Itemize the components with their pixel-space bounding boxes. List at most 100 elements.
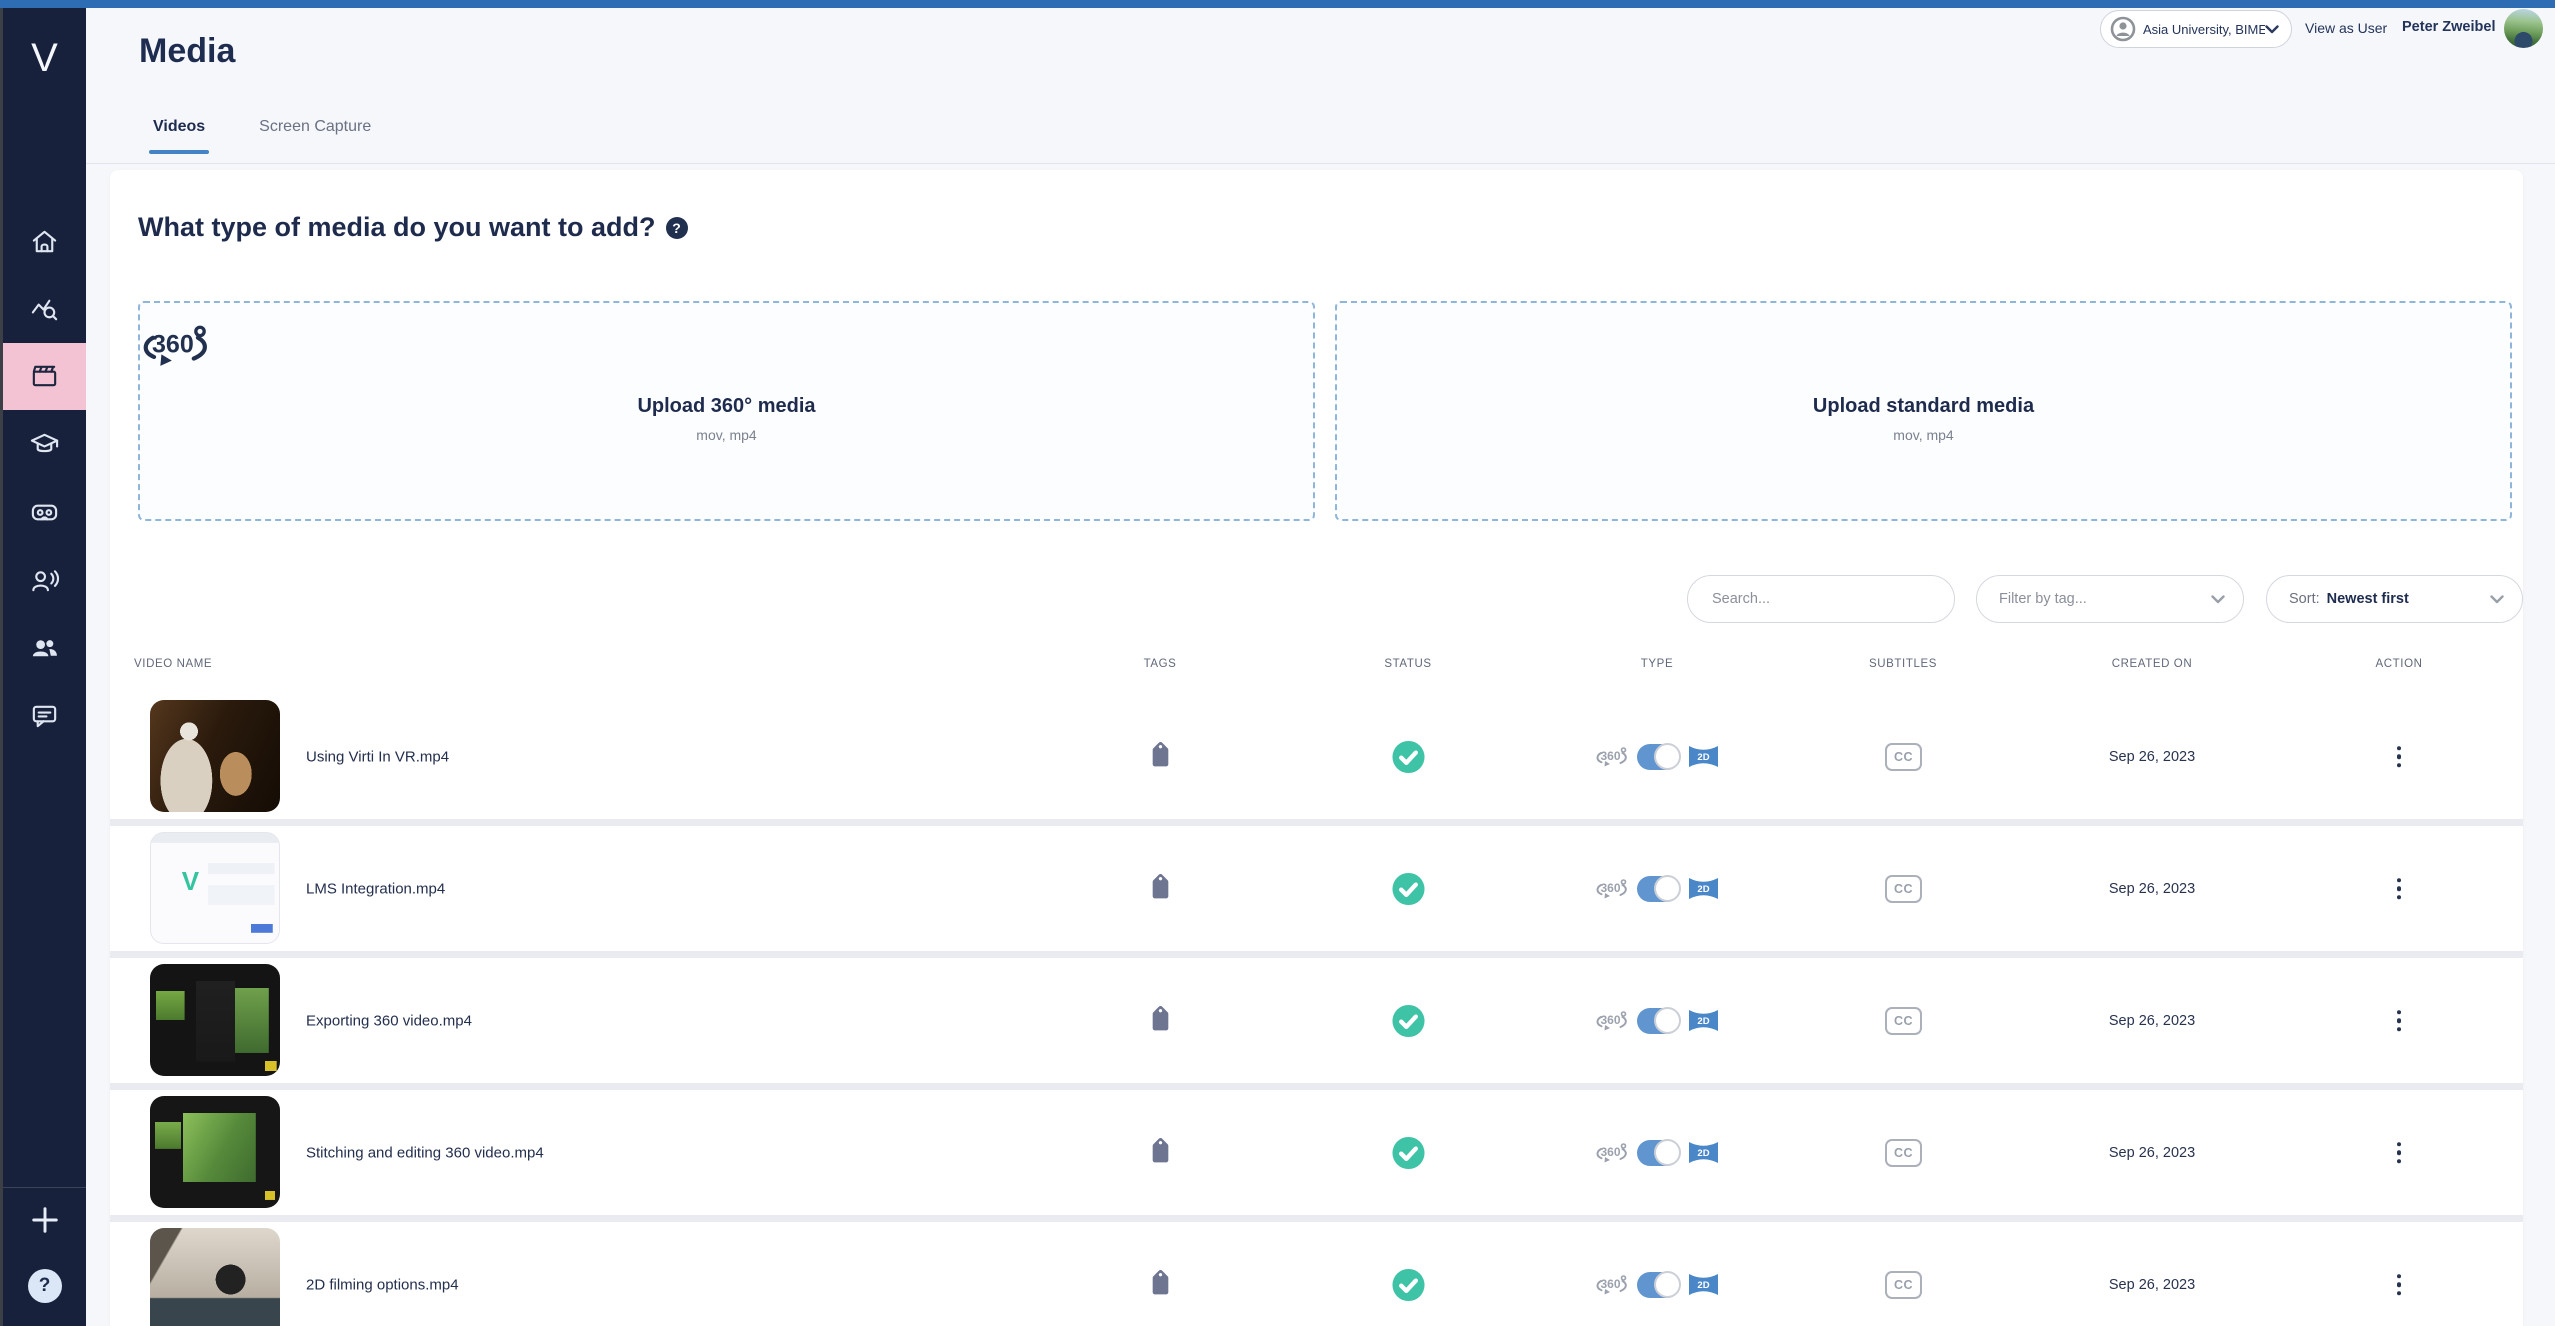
svg-text:360: 360 (1600, 1145, 1620, 1159)
status-cell (1378, 739, 1438, 774)
cc-subtitles-button[interactable]: CC (1885, 1006, 1922, 1035)
type-toggle[interactable] (1637, 1006, 1681, 1034)
toggle-knob (1654, 742, 1681, 770)
video-name: LMS Integration.mp4 (306, 880, 446, 897)
video-name: Stitching and editing 360 video.mp4 (306, 1144, 544, 1161)
tab-screen-capture[interactable]: Screen Capture (259, 118, 372, 135)
row-actions-menu[interactable] (2379, 1141, 2419, 1164)
sort-value: Newest first (2326, 591, 2409, 607)
user-name[interactable]: Peter Zweibel (2402, 19, 2496, 35)
search-input[interactable] (1710, 590, 1936, 608)
type-toggle[interactable] (1637, 742, 1681, 770)
row-divider (110, 1083, 2523, 1090)
plus-icon (31, 1207, 58, 1233)
sidebar-item-presenter[interactable] (3, 548, 86, 615)
sort-select[interactable]: Sort: Newest first (2266, 575, 2523, 623)
tab-videos[interactable]: Videos (149, 118, 210, 154)
column-type: TYPE (1640, 658, 1674, 670)
video-thumbnail[interactable] (150, 964, 280, 1076)
cc-subtitles-button[interactable]: CC (1885, 874, 1922, 903)
organization-selector[interactable]: Asia University, BIME (2100, 10, 2292, 48)
video-thumbnail[interactable] (150, 700, 280, 812)
subtitles-cell: CC (1885, 874, 1922, 903)
svg-text:360: 360 (1600, 1277, 1620, 1291)
video-name: Exporting 360 video.mp4 (306, 1012, 472, 1029)
cc-subtitles-button[interactable]: CC (1885, 1270, 1922, 1299)
svg-text:2D: 2D (1697, 884, 1709, 895)
user-avatar[interactable] (2504, 9, 2543, 48)
svg-text:2D: 2D (1697, 1148, 1709, 1159)
tags-cell[interactable] (1130, 741, 1190, 770)
video-name: 2D filming options.mp4 (306, 1276, 459, 1293)
page-title: Media (139, 32, 236, 70)
video-thumbnail[interactable] (150, 1096, 280, 1208)
column-video-name: VIDEO NAME (134, 658, 213, 670)
row-actions-menu[interactable] (2379, 877, 2419, 900)
upload-standard-title: Upload standard media (1812, 395, 2035, 417)
upload-360-formats: mov, mp4 (696, 427, 757, 443)
upload-360-title: Upload 360° media (637, 395, 816, 417)
chevron-down-icon (2490, 594, 2504, 603)
column-created-on: CREATED ON (2111, 658, 2193, 670)
tags-cell[interactable] (1130, 1269, 1190, 1298)
upload-heading-text: What type of media do you want to add? (138, 212, 656, 242)
sidebar-item-vr[interactable] (3, 479, 86, 546)
table-row: Exporting 360 video.mp4 360 2D (110, 958, 2523, 1083)
table-row: Using Virti In VR.mp4 360 2D C (110, 694, 2523, 819)
created-on-date: Sep 26, 2023 (2108, 880, 2196, 897)
360-rotate-icon: 360 (140, 321, 1313, 369)
presenter-audio-icon (32, 570, 60, 592)
svg-text:360: 360 (1600, 749, 1620, 763)
table-header: VIDEO NAME TAGS STATUS TYPE SUBTITLES CR… (110, 658, 2523, 676)
row-actions-menu[interactable] (2379, 1009, 2419, 1032)
type-toggle[interactable] (1637, 1138, 1681, 1166)
kebab-dot (2396, 1273, 2402, 1279)
sidebar-item-home[interactable] (3, 208, 86, 275)
sort-label: Sort: (2289, 591, 2320, 607)
kebab-dot (2396, 1009, 2402, 1015)
video-thumbnail[interactable] (150, 832, 280, 944)
kebab-dot (2396, 1150, 2402, 1155)
type-toggle[interactable] (1637, 874, 1681, 902)
row-actions-menu[interactable] (2379, 1273, 2419, 1296)
tab-bar: Videos Screen Capture (149, 118, 421, 154)
row-actions-menu[interactable] (2379, 745, 2419, 768)
column-status: STATUS (1384, 658, 1432, 670)
cc-subtitles-button[interactable]: CC (1885, 742, 1922, 771)
sidebar-add-button[interactable] (3, 1198, 86, 1242)
video-thumbnail[interactable] (150, 1228, 280, 1326)
type-2d-icon: 2D (1688, 1009, 1719, 1032)
tags-cell[interactable] (1130, 873, 1190, 902)
subtitles-cell: CC (1885, 1138, 1922, 1167)
type-360-icon: 360 (1595, 877, 1629, 900)
upload-360-dropzone[interactable]: 360 Upload 360° media mov, mp4 (138, 301, 1315, 521)
cc-subtitles-button[interactable]: CC (1885, 1138, 1922, 1167)
upload-standard-dropzone[interactable]: Upload standard media mov, mp4 (1335, 301, 2512, 521)
sidebar-item-feedback[interactable] (3, 682, 86, 749)
tag-icon (1152, 1137, 1168, 1162)
sidebar-item-media[interactable] (3, 343, 86, 410)
sidebar: V ? (3, 8, 86, 1326)
subtitles-cell: CC (1885, 1006, 1922, 1035)
type-toggle[interactable] (1637, 1270, 1681, 1298)
kebab-dot (2396, 894, 2402, 900)
view-as-user-link[interactable]: View as User (2305, 20, 2388, 36)
type-2d-icon: 2D (1688, 745, 1719, 768)
virti-logo[interactable]: V (31, 36, 58, 80)
tags-cell[interactable] (1130, 1137, 1190, 1166)
organization-label: Asia University, BIME (2143, 21, 2265, 37)
created-on-date: Sep 26, 2023 (2108, 1144, 2196, 1161)
type-360-icon: 360 (1595, 745, 1629, 768)
sidebar-item-users[interactable] (3, 615, 86, 682)
sidebar-item-analytics[interactable] (3, 276, 86, 343)
sidebar-item-courses[interactable] (3, 411, 86, 478)
sidebar-help-button[interactable]: ? (3, 1266, 86, 1306)
heading-help-icon[interactable]: ? (665, 216, 688, 239)
tag-filter-select[interactable]: Filter by tag... (1976, 575, 2244, 623)
type-360-icon: 360 (1595, 1273, 1629, 1296)
sidebar-divider (3, 1187, 86, 1188)
tags-cell[interactable] (1130, 1005, 1190, 1034)
type-cell: 360 2D (1595, 1270, 1718, 1298)
toggle-knob (1654, 1006, 1681, 1034)
